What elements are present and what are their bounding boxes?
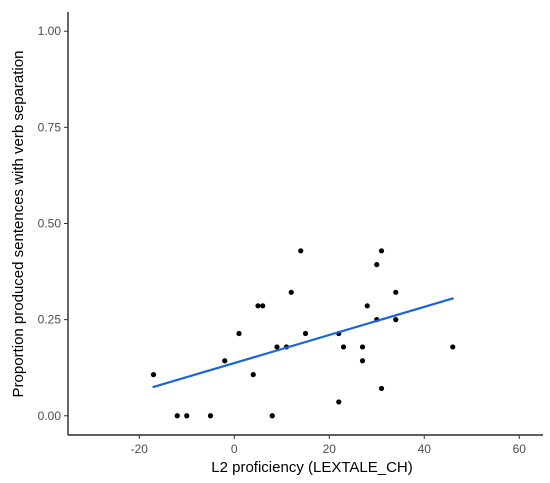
- data-point: [374, 262, 380, 268]
- data-point: [450, 344, 456, 350]
- data-point: [207, 413, 214, 419]
- y-tick-label: 0.75: [38, 120, 62, 134]
- data-point: [222, 358, 228, 364]
- x-tick-label: -20: [131, 442, 149, 456]
- data-point: [288, 289, 294, 295]
- y-tick-label: 0.50: [38, 217, 62, 231]
- regression-line: [152, 297, 454, 389]
- x-axis-title: L2 proficiency (LEXTALE_CH): [211, 459, 412, 476]
- data-point: [174, 413, 180, 419]
- data-point: [274, 344, 280, 350]
- data-point: [340, 344, 347, 350]
- data-point: [359, 344, 366, 350]
- x-tick-label: 20: [323, 442, 337, 456]
- y-tick-label: 0.00: [38, 409, 62, 423]
- data-point: [378, 385, 385, 392]
- data-point: [250, 372, 256, 378]
- data-point: [255, 303, 261, 309]
- x-tick-label: 0: [231, 442, 238, 456]
- x-tick-label: 60: [513, 442, 527, 456]
- data-point: [393, 317, 399, 323]
- data-point: [184, 413, 190, 419]
- data-point: [269, 413, 275, 419]
- y-tick-label: 1.00: [38, 24, 62, 38]
- axes: -20 0 20 40 60 0.00 0.25 0.50 0.75 1.00: [38, 12, 543, 456]
- data-point: [364, 303, 370, 309]
- data-point: [359, 358, 366, 364]
- data-point: [236, 330, 242, 337]
- x-tick-label: 40: [418, 442, 432, 456]
- data-point: [336, 399, 342, 405]
- data-point: [378, 248, 385, 254]
- plot-area: [150, 248, 456, 419]
- data-point: [393, 289, 399, 295]
- data-point: [298, 248, 304, 254]
- data-point: [260, 303, 266, 309]
- data-point: [150, 372, 157, 378]
- y-tick-label: 0.25: [38, 313, 62, 327]
- data-point: [302, 330, 309, 337]
- y-axis-title: Proportion produced sentences with verb …: [10, 51, 27, 398]
